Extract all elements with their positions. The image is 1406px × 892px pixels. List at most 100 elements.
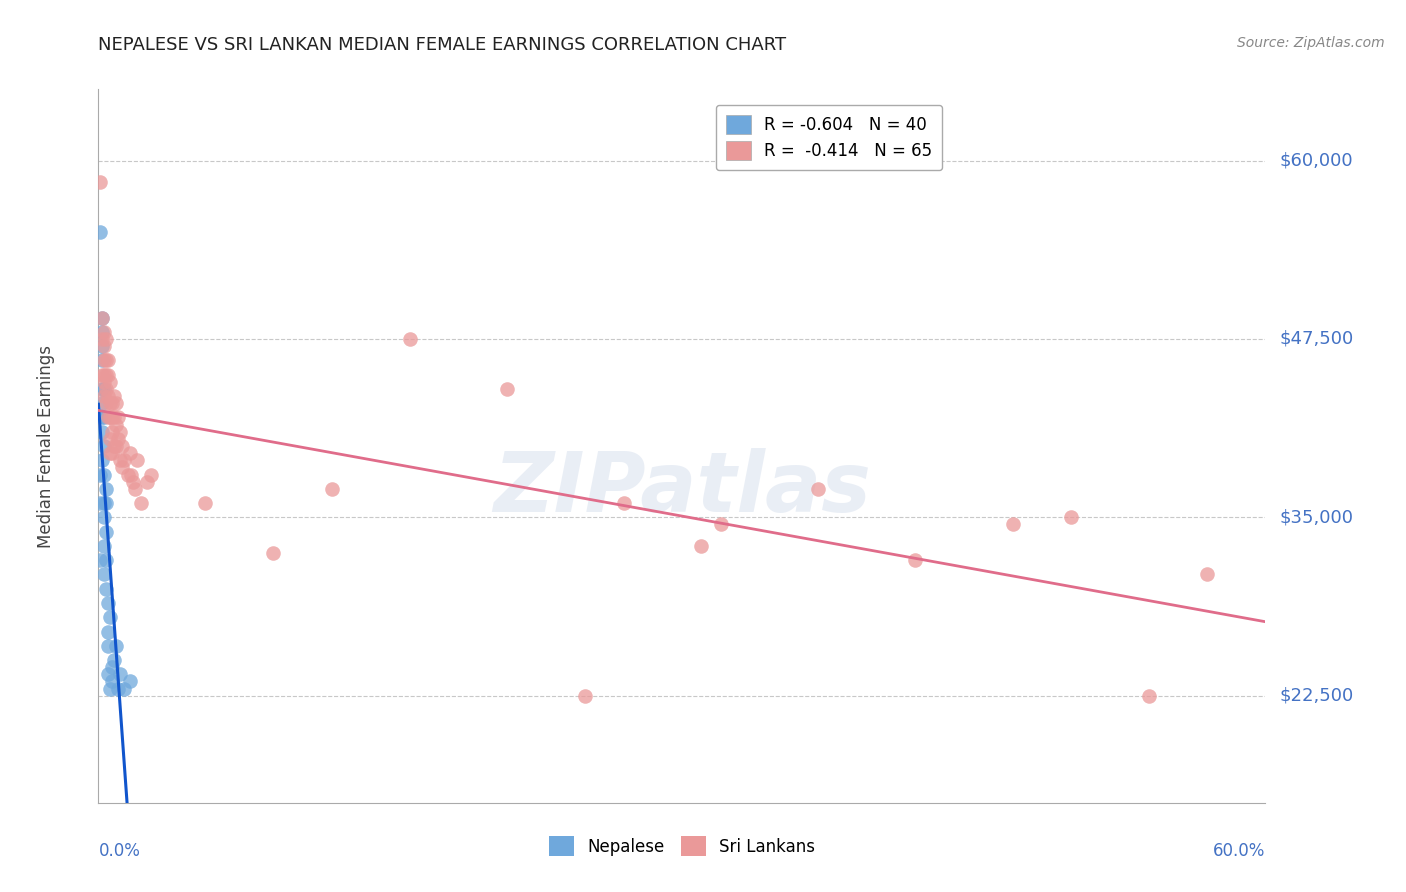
Point (107, 681, 129, 696)
Point (103, 439, 125, 453)
Point (101, 396, 124, 410)
Point (1060, 510, 1083, 524)
Point (574, 689, 596, 703)
Point (93, 325, 115, 339)
Point (98, 396, 121, 410)
Point (118, 446, 141, 460)
Point (91, 368, 114, 382)
Point (612, 496, 634, 510)
Point (96, 582, 118, 596)
Point (121, 467, 143, 482)
Point (262, 546, 284, 560)
Point (93, 467, 115, 482)
Point (104, 396, 127, 410)
Point (321, 482, 343, 496)
Point (103, 410, 125, 425)
Point (91, 310, 114, 325)
Point (690, 539, 713, 553)
Point (101, 410, 124, 425)
Point (96, 382, 118, 396)
Point (101, 674, 124, 689)
Point (89, 553, 111, 567)
Point (89, 467, 111, 482)
Point (107, 410, 129, 425)
Point (97, 596, 120, 610)
Text: ZIPatlas: ZIPatlas (494, 449, 870, 529)
Point (107, 432, 129, 446)
Point (1195, 567, 1218, 582)
Point (96, 496, 118, 510)
Point (97, 353, 120, 368)
Point (91, 396, 114, 410)
Point (98, 432, 121, 446)
Point (89, 175, 111, 189)
Point (97, 639, 120, 653)
Text: $60,000: $60,000 (1279, 152, 1353, 169)
Point (96, 524, 118, 539)
Point (108, 667, 131, 681)
Point (136, 475, 159, 489)
Point (91, 353, 114, 368)
Point (98, 681, 121, 696)
Point (93, 389, 115, 403)
Point (111, 460, 134, 475)
Point (904, 553, 927, 567)
Point (1001, 517, 1024, 532)
Point (91, 332, 114, 346)
Point (91, 339, 114, 353)
Point (124, 482, 146, 496)
Point (89, 225, 111, 239)
Point (91, 310, 114, 325)
Point (91, 453, 114, 467)
Point (103, 389, 125, 403)
Point (139, 467, 162, 482)
Point (93, 382, 115, 396)
Text: $35,000: $35,000 (1279, 508, 1354, 526)
Point (103, 653, 125, 667)
Point (104, 417, 127, 432)
Point (112, 681, 135, 696)
Point (101, 446, 124, 460)
Point (117, 467, 139, 482)
Point (101, 425, 124, 439)
Text: Source: ZipAtlas.com: Source: ZipAtlas.com (1237, 36, 1385, 50)
Point (97, 624, 120, 639)
Point (93, 353, 115, 368)
Point (104, 439, 127, 453)
Text: NEPALESE VS SRI LANKAN MEDIAN FEMALE EARNINGS CORRELATION CHART: NEPALESE VS SRI LANKAN MEDIAN FEMALE EAR… (98, 36, 786, 54)
Point (93, 510, 115, 524)
Point (101, 660, 124, 674)
Point (108, 453, 131, 467)
Point (127, 453, 149, 467)
Point (97, 410, 120, 425)
Point (96, 353, 118, 368)
Point (96, 396, 118, 410)
Point (91, 410, 114, 425)
Point (96, 368, 118, 382)
Point (108, 425, 131, 439)
Point (122, 475, 145, 489)
Point (91, 382, 114, 396)
Point (93, 496, 115, 510)
Point (93, 339, 115, 353)
Point (1137, 689, 1160, 703)
Point (98, 375, 121, 389)
Point (89, 496, 111, 510)
Point (91, 425, 114, 439)
Point (93, 439, 115, 453)
Point (98, 410, 121, 425)
Point (710, 517, 733, 532)
Point (118, 674, 141, 689)
Point (97, 368, 120, 382)
Point (194, 496, 217, 510)
Point (93, 368, 115, 382)
Point (398, 332, 420, 346)
Point (98, 446, 121, 460)
Point (807, 482, 830, 496)
Text: $22,500: $22,500 (1279, 687, 1354, 705)
Point (96, 482, 118, 496)
Point (93, 567, 115, 582)
Point (96, 332, 118, 346)
Legend: Nepalese, Sri Lankans: Nepalese, Sri Lankans (541, 830, 823, 863)
Point (93, 539, 115, 553)
